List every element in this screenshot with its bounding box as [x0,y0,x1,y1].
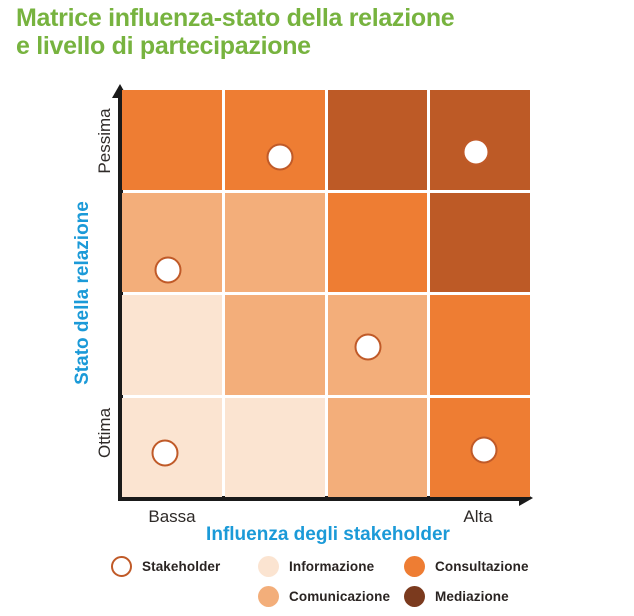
y-tick-ottima: Ottima [95,407,114,459]
matrix-cell-r1c3-mediazione [327,90,428,190]
matrix-cell-r4c3-comunicazione [327,397,428,497]
legend-label: Stakeholder [142,559,221,574]
matrix-cell-r3c1-informazione [122,295,222,395]
matrix-plot [122,90,530,497]
matrix-cell-r1c1-consultazione [122,90,222,190]
matrix-cell-r4c1-informazione [122,397,222,497]
matrix-cell-r1c2-consultazione [224,90,325,190]
legend-col-1: Stakeholder [111,556,220,577]
legend-col-3: Consultazione Mediazione [404,556,529,607]
matrix-cell-r4c2-informazione [224,397,325,497]
legend-item-informazione: Informazione [258,556,390,577]
y-tick-pessima: Pessima [95,108,114,174]
legend-swatch-stakeholder-icon [111,556,132,577]
legend-swatch-informazione-icon [258,556,279,577]
matrix-cell-r2c2-comunicazione [224,192,325,292]
page-title: Matrice influenza-stato della relazione … [16,4,455,60]
matrix-cell-r3c3-comunicazione [327,295,428,395]
matrix-cell-r4c4-consultazione [430,397,530,497]
legend-item-consultazione: Consultazione [404,556,529,577]
matrix-cell-r3c2-comunicazione [224,295,325,395]
legend-label: Informazione [289,559,375,574]
legend-label: Mediazione [435,589,509,604]
matrix-cell-r2c1-comunicazione [122,192,222,292]
x-axis-title: Influenza degli stakeholder [206,524,450,545]
y-axis-line [118,96,123,501]
x-tick-bassa: Bassa [148,507,196,526]
legend-swatch-comunicazione-icon [258,586,279,607]
legend-label: Consultazione [435,559,529,574]
matrix-cell-r2c4-mediazione [430,192,530,292]
legend-item-mediazione: Mediazione [404,586,529,607]
matrix-grid [122,90,530,497]
matrix-cell-r2c3-consultazione [327,192,428,292]
legend-col-2: Informazione Comunicazione [258,556,390,607]
legend-label: Comunicazione [289,589,391,604]
y-axis-title: Stato della relazione [72,201,93,385]
x-tick-alta: Alta [463,507,493,526]
page-title-line2: e livello di partecipazione [16,32,311,60]
matrix-cell-r3c4-consultazione [430,295,530,395]
x-axis-line [118,496,520,501]
matrix-cell-r1c4-mediazione [430,90,530,190]
legend-swatch-mediazione-icon [404,586,425,607]
legend-item-stakeholder: Stakeholder [111,556,220,577]
legend-swatch-consultazione-icon [404,556,425,577]
legend-item-comunicazione: Comunicazione [258,586,390,607]
page-title-line1: Matrice influenza-stato della relazione [16,4,455,32]
